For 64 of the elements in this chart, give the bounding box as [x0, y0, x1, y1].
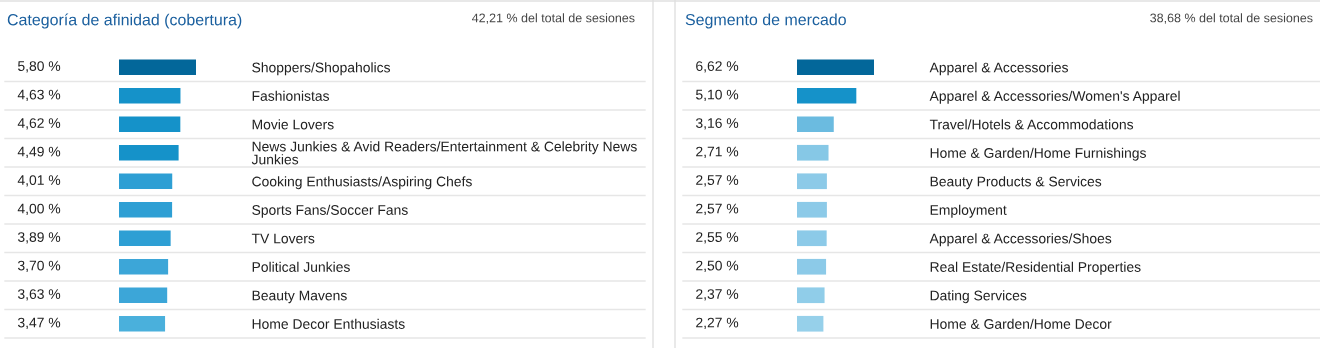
bar — [119, 59, 196, 76]
bar — [797, 87, 857, 104]
y-tick-label: Real Estate/Residential Properties — [930, 261, 1141, 275]
data-label: 4,01 % — [17, 175, 61, 187]
bar — [119, 230, 171, 247]
data-label: 2,37 % — [696, 289, 739, 301]
data-label: 4,62 % — [17, 118, 61, 130]
y-tick-label: Home & Garden/Home Decor — [930, 318, 1112, 329]
y-tick-label: Movie Lovers — [252, 119, 334, 130]
y-tick-label: Beauty Mavens — [252, 290, 347, 304]
data-label: 3,63 % — [17, 289, 61, 301]
y-tick-label: Home & Garden/Home Furnishings — [930, 147, 1146, 161]
data-label: 4,49 % — [17, 146, 61, 159]
y-tick-label: Beauty Products & Services — [930, 176, 1102, 190]
data-label: 5,10 % — [695, 89, 739, 102]
bar — [119, 287, 168, 304]
data-label: 2,57 % — [696, 175, 739, 187]
bar — [119, 87, 181, 104]
bar — [797, 230, 827, 247]
y-tick-label: Dating Services — [930, 290, 1027, 304]
bar — [119, 144, 179, 161]
bar — [797, 116, 834, 133]
bar — [797, 173, 827, 190]
y-tick-label: Sports Fans/Soccer Fans — [252, 204, 408, 218]
y-tick-label: Employment — [930, 204, 1007, 218]
data-label: 2,50 % — [696, 260, 739, 273]
y-tick-label: Cooking Enthusiasts/Aspiring Chefs — [252, 176, 472, 190]
y-tick-label: Shoppers/Shopaholics — [252, 62, 391, 76]
y-tick-label: Apparel & Accessories/Women's Apparel — [929, 90, 1180, 104]
text: 38,68 % del total de sesiones — [1150, 13, 1313, 24]
data-label: 3,47 % — [17, 317, 61, 330]
y-tick-label: Fashionistas — [252, 90, 330, 101]
bar — [797, 144, 829, 161]
y-tick-label: News Junkies & Avid Readers/Entertainment & Celebrity News Junkies — [251, 141, 637, 165]
data-label: 5,80 % — [17, 61, 61, 73]
data-label: 4,00 % — [17, 203, 61, 216]
y-tick-label: TV Lovers — [251, 233, 315, 244]
bar — [797, 201, 827, 218]
bar — [119, 258, 169, 275]
bar — [119, 201, 173, 218]
data-label: 2,27 % — [696, 317, 739, 330]
y-tick-label: Apparel & Accessories/Shoes — [929, 233, 1112, 247]
y-tick-label: Apparel & Accessories — [929, 62, 1069, 76]
chart-title: Segmento de mercado — [685, 13, 846, 29]
data-label: 4,63 % — [17, 89, 61, 102]
bar — [119, 173, 173, 190]
bar — [797, 315, 824, 332]
data-label: 2,55 % — [696, 232, 739, 244]
chart-title: Categoría de afinidad (cobertura) — [7, 13, 242, 29]
y-tick-label: Travel/Hotels & Accommodations — [929, 119, 1134, 130]
bar — [797, 258, 827, 275]
text: 42,21 % del total de sesiones — [471, 13, 635, 24]
bar — [119, 116, 181, 133]
data-label: 3,16 % — [695, 118, 739, 130]
bar — [119, 315, 166, 332]
data-label: 6,62 % — [696, 61, 739, 73]
bar — [797, 59, 874, 76]
y-tick-label: Home Decor Enthusiasts — [252, 318, 405, 329]
y-tick-label: Political Junkies — [252, 261, 350, 272]
data-label: 3,70 % — [17, 260, 61, 273]
data-label: 2,57 % — [696, 203, 739, 216]
data-label: 3,89 % — [17, 232, 61, 244]
bar — [797, 287, 825, 304]
data-label: 2,71 % — [696, 146, 739, 159]
